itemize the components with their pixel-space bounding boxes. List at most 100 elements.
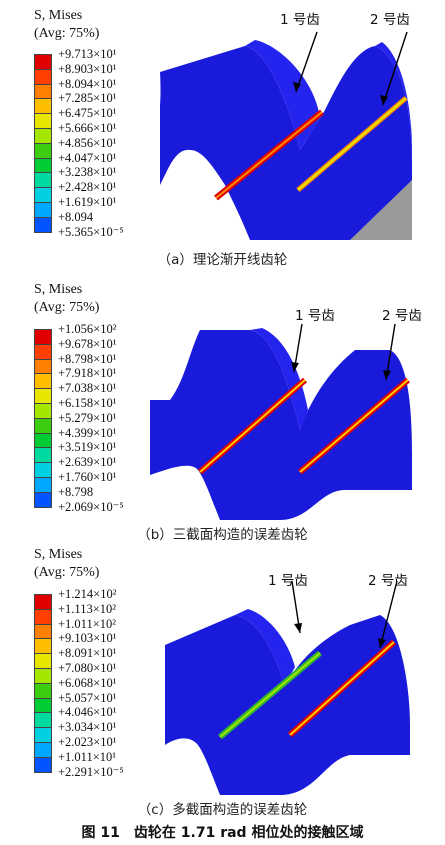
arrowhead-1 <box>293 82 301 92</box>
legend-value: +5.057×10¹ <box>58 690 117 705</box>
legend-value: +2.023×10¹ <box>58 735 117 749</box>
legend-swatch <box>34 623 52 640</box>
legend-swatch <box>34 697 52 714</box>
legend-value: +8.903×10¹ <box>58 61 117 76</box>
contact-line-tooth-2-core <box>297 97 407 191</box>
legend-swatch <box>34 712 52 729</box>
legend-value: +1.011×10² <box>58 616 117 631</box>
legend-title: S, Mises <box>34 8 83 23</box>
legend-swatch <box>34 373 52 390</box>
legend-value: +9.678×10¹ <box>58 336 117 351</box>
legend-value: +7.080×10¹ <box>58 661 117 675</box>
legend-subtitle: (Avg: 75%) <box>34 300 100 315</box>
panel-a: S, Mises (Avg: 75%) +9.713×10¹ +8.903×10¹… <box>0 0 445 280</box>
tooth-1-label: 1 号齿 <box>268 573 308 589</box>
legend-swatch <box>34 403 52 419</box>
legend-value: +4.399×10¹ <box>58 425 117 440</box>
pointer-arrow-2 <box>379 580 398 649</box>
panel-b: S, Mises (Avg: 75%) +1.056×10² +9.678×10¹… <box>0 280 445 545</box>
legend-swatch <box>34 216 52 233</box>
tooth-1-label: 1 号齿 <box>280 12 320 28</box>
legend-swatch <box>34 113 52 129</box>
tooth-1-face <box>245 40 320 150</box>
legend-value: +8.094 <box>58 209 94 224</box>
legend-value: +3.238×10¹ <box>58 165 117 180</box>
legend-value: +4.046×10¹ <box>58 705 117 720</box>
legend-swatch <box>34 477 52 493</box>
contact-line-tooth-1-core <box>215 111 323 199</box>
subfigure-caption: （a）理论渐开线齿轮 <box>157 252 288 268</box>
legend-swatch <box>34 358 52 375</box>
legend-title: S, Mises <box>34 547 83 562</box>
gear-body <box>165 615 410 795</box>
legend-value: +2.639×10¹ <box>58 455 117 470</box>
arrowhead-2 <box>378 638 386 648</box>
legend-value: +3.034×10¹ <box>58 720 117 735</box>
legend-subtitle: (Avg: 75%) <box>34 26 100 41</box>
legend-value: +7.038×10¹ <box>58 381 117 396</box>
legend-value: +2.428×10¹ <box>58 180 117 195</box>
pointer-arrow-1 <box>295 31 318 93</box>
gear-body <box>150 330 412 520</box>
legend-value: +9.713×10¹ <box>58 47 117 61</box>
arrowhead-1 <box>294 623 302 633</box>
legend-title: S, Mises <box>34 282 83 297</box>
background-gap <box>150 70 161 238</box>
arrowhead-2 <box>380 95 388 105</box>
legend-swatch <box>34 128 52 144</box>
legend-swatch <box>34 727 52 743</box>
contact-line-tooth-1-core <box>199 379 306 473</box>
gear-tooth-model <box>150 31 412 240</box>
tooth-2-label: 2 号齿 <box>368 573 408 589</box>
legend-value: +1.760×10¹ <box>58 470 117 484</box>
legend-swatch <box>34 653 52 669</box>
legend-value: +3.519×10¹ <box>58 440 117 455</box>
legend-swatch <box>34 742 52 758</box>
legend-value: +1.619×10¹ <box>58 195 117 209</box>
legend-swatch <box>34 462 52 478</box>
legend-swatch <box>34 682 52 699</box>
legend-value: +1.056×10² <box>58 322 117 336</box>
legend-value: +6.475×10¹ <box>58 106 117 121</box>
gear-tooth-model <box>150 323 412 520</box>
legend-swatch <box>34 54 52 70</box>
legend-value: +6.158×10¹ <box>58 396 117 410</box>
legend-value: +1.214×10² <box>58 587 117 601</box>
mating-gear <box>350 180 412 240</box>
tooth-2-label: 2 号齿 <box>370 12 410 28</box>
legend-value: +8.798 <box>58 484 94 499</box>
legend-swatch <box>34 491 52 508</box>
tooth-1-face <box>235 609 295 685</box>
legend-swatch <box>34 432 52 449</box>
pointer-arrow-2 <box>382 31 408 106</box>
legend-value: +1.011×10¹ <box>58 749 117 764</box>
gear-tooth-model <box>165 580 410 795</box>
arrowhead-1 <box>291 362 299 372</box>
legend-value: +6.068×10¹ <box>58 675 117 690</box>
legend-subtitle: (Avg: 75%) <box>34 565 100 580</box>
legend-value: +8.094×10¹ <box>58 76 117 91</box>
legend-swatch <box>34 202 52 218</box>
legend-value: +5.365×10⁻⁵ <box>58 224 124 239</box>
legend-swatch <box>34 98 52 115</box>
legend-value: +8.091×10¹ <box>58 646 117 661</box>
tooth-2-label: 2 号齿 <box>382 308 422 324</box>
legend-swatch <box>34 172 52 189</box>
legend-swatch <box>34 417 52 434</box>
legend-value: +1.113×10² <box>58 601 117 616</box>
legend-swatch <box>34 83 52 100</box>
legend-swatch <box>34 388 52 404</box>
legend-swatch <box>34 638 52 655</box>
legend-swatch <box>34 187 52 203</box>
panel-c: S, Mises (Avg: 75%) +1.214×10² +1.113×10²… <box>0 545 445 820</box>
legend-value: +7.285×10¹ <box>58 91 117 106</box>
contact-line-tooth-2-core <box>299 379 409 473</box>
tooth-1-face <box>250 328 308 430</box>
legend-swatch <box>34 447 52 464</box>
tooth-1-label: 1 号齿 <box>295 308 335 324</box>
contact-line-tooth-2-core <box>289 641 395 736</box>
legend-value: +4.047×10¹ <box>58 150 117 165</box>
legend-swatch <box>34 142 52 159</box>
subfigure-caption: （c）多截面构造的误差齿轮 <box>137 802 308 818</box>
arrowhead-2 <box>383 370 391 380</box>
